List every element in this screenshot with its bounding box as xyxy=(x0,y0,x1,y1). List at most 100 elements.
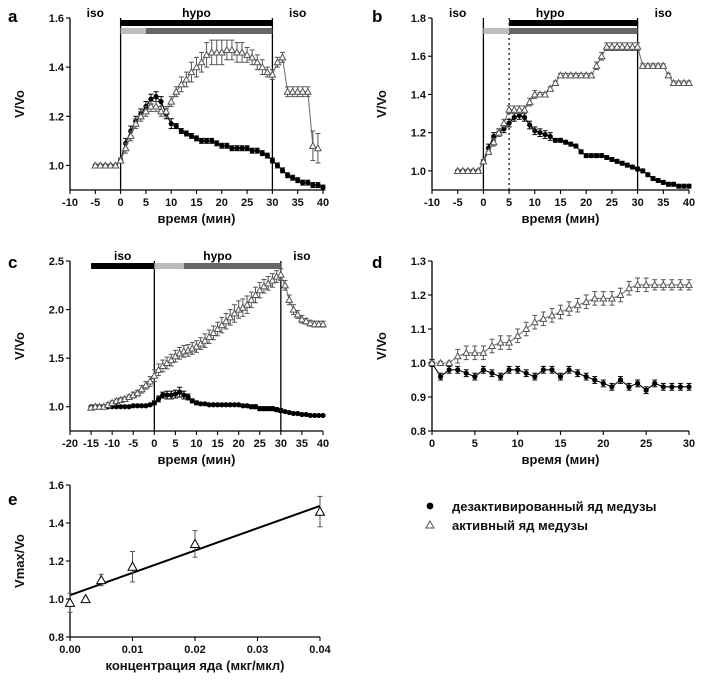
x-tick-label: -5 xyxy=(90,197,100,209)
data-point xyxy=(209,328,218,336)
data-point xyxy=(540,367,546,373)
y-tick-label: 1.3 xyxy=(411,256,426,268)
data-point xyxy=(303,87,312,95)
data-point xyxy=(638,61,647,69)
phase-label: hypo xyxy=(203,249,232,263)
x-tick-label: 25 xyxy=(254,438,266,450)
data-point xyxy=(200,336,209,344)
data-point xyxy=(320,412,326,419)
data-point xyxy=(609,156,615,163)
data-point xyxy=(527,122,533,128)
data-point xyxy=(264,153,270,159)
data-point xyxy=(470,348,479,356)
x-tick-label: 25 xyxy=(606,197,618,209)
data-point xyxy=(286,409,292,416)
data-point xyxy=(505,338,514,346)
data-point xyxy=(523,370,529,376)
data-point xyxy=(660,179,666,185)
y-axis-title: Vmax/Vo xyxy=(12,534,27,588)
data-point xyxy=(571,71,580,79)
data-point xyxy=(269,406,275,412)
data-point xyxy=(253,57,262,66)
data-point xyxy=(205,332,214,340)
data-point xyxy=(609,384,615,390)
data-point xyxy=(157,107,166,115)
x-tick-label: 5 xyxy=(506,197,512,209)
data-point xyxy=(255,285,264,294)
phase-label: iso xyxy=(293,249,310,263)
data-point xyxy=(669,78,678,87)
series-active xyxy=(87,268,328,411)
x-tick-label: 35 xyxy=(296,438,308,450)
data-point xyxy=(158,98,164,105)
data-point xyxy=(676,280,685,288)
x-tick-label: 5 xyxy=(172,438,178,450)
data-point xyxy=(297,315,306,323)
data-point xyxy=(173,123,179,129)
data-point xyxy=(314,506,326,516)
data-point xyxy=(556,71,565,79)
data-point xyxy=(288,87,297,95)
y-tick-label: 1.8 xyxy=(411,13,426,25)
x-tick-label: 5 xyxy=(143,197,149,209)
data-point xyxy=(206,402,212,408)
data-point xyxy=(551,78,560,87)
y-tick-label: 1.4 xyxy=(49,518,65,530)
data-point xyxy=(557,137,564,143)
data-point xyxy=(590,294,599,302)
panel-letter-b: b xyxy=(372,7,382,26)
data-point xyxy=(583,374,589,380)
data-point xyxy=(618,42,627,50)
data-point xyxy=(453,166,462,174)
data-point xyxy=(670,181,677,187)
data-point xyxy=(279,167,286,173)
data-point xyxy=(659,61,668,69)
data-point xyxy=(214,140,220,146)
data-point xyxy=(227,402,233,408)
x-tick-label: -5 xyxy=(128,438,138,450)
panel-letter-e: e xyxy=(8,490,17,509)
treatment-bar xyxy=(154,263,184,269)
data-point xyxy=(525,97,534,106)
data-point xyxy=(684,280,694,288)
x-tick-label: -10 xyxy=(424,197,440,209)
panel-d: d 0 5 10 15 20 25 30 0.8 0.9 1.0 1.1 1.2 1.3 время (ми… xyxy=(372,253,695,467)
data-point xyxy=(516,112,522,119)
y-tick-label: 1.5 xyxy=(49,353,64,365)
data-point xyxy=(146,377,155,385)
data-point xyxy=(227,45,236,54)
data-point xyxy=(684,78,694,87)
data-point xyxy=(217,320,226,329)
data-point xyxy=(496,338,505,346)
data-point xyxy=(320,184,326,191)
data-point xyxy=(151,400,157,406)
x-tick-label: 0.02 xyxy=(184,644,205,656)
y-axis-title: V/Vo xyxy=(12,90,27,118)
data-point xyxy=(146,102,156,110)
data-point xyxy=(295,410,301,417)
phase-label: iso xyxy=(289,6,306,20)
data-point xyxy=(614,158,620,164)
series-line xyxy=(457,46,689,172)
y-tick-label: 1.2 xyxy=(49,111,64,123)
data-point xyxy=(462,348,471,356)
data-point xyxy=(224,143,230,149)
data-point xyxy=(276,270,285,278)
data-point xyxy=(185,394,191,400)
data-point xyxy=(274,162,281,169)
data-point xyxy=(244,403,250,409)
data-point xyxy=(167,355,176,364)
data-point xyxy=(573,300,582,309)
data-point xyxy=(619,160,625,166)
y-tick-label: 1.2 xyxy=(49,556,64,568)
treatment-bar xyxy=(120,28,146,34)
data-point xyxy=(187,67,196,76)
data-point xyxy=(263,67,272,76)
data-point xyxy=(537,130,543,136)
data-point xyxy=(521,114,528,120)
x-tick-label: -5 xyxy=(453,197,463,209)
x-tick-label: 20 xyxy=(216,197,228,209)
data-point xyxy=(669,384,675,390)
data-point xyxy=(515,367,521,373)
